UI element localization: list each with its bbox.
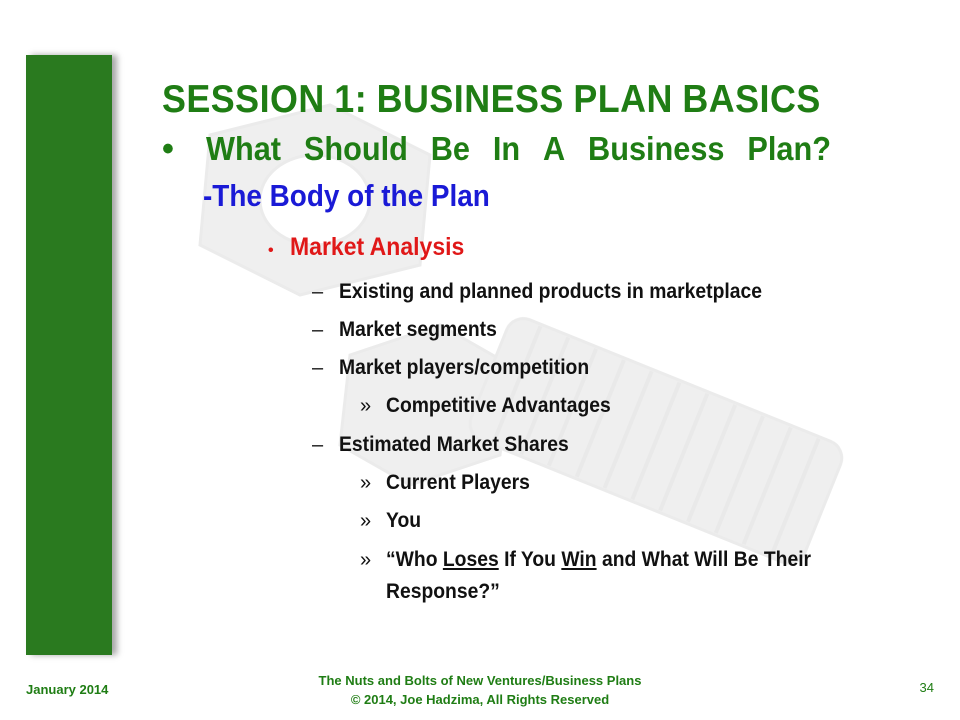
title-word: BASICS xyxy=(682,78,821,121)
list-item-text: Market players/competition xyxy=(339,356,590,379)
title-word: 1: xyxy=(334,78,368,121)
footer-line-1: The Nuts and Bolts of New Ventures/Busin… xyxy=(318,673,642,688)
bolt-and-nut-watermark-icon xyxy=(198,103,844,565)
list-item: » Current Players xyxy=(360,471,542,495)
subtitle-word: What xyxy=(206,130,282,167)
title-word: SESSION xyxy=(162,78,325,121)
list-item-market-analysis: • Market Analysis xyxy=(268,233,479,262)
list-item: – Estimated Market Shares xyxy=(312,433,589,457)
list-item-text: Existing and planned products in marketp… xyxy=(339,280,762,303)
underlined-loses: Loses xyxy=(442,548,499,571)
quote-rest-text: and What Will Be Their Response?” xyxy=(386,548,812,603)
title-word: PLAN xyxy=(573,78,673,121)
footer-credits: The Nuts and Bolts of New Ventures/Busin… xyxy=(250,671,710,709)
dash-icon: – xyxy=(312,434,324,456)
double-chevron-icon: » xyxy=(360,549,372,571)
list-item: » “Who Loses If You Win and What Will Be… xyxy=(360,544,926,608)
list-item-text: “Who Loses If You Win and What Will Be T… xyxy=(386,544,883,608)
subtitle: • What Should Be In A Business Plan? xyxy=(162,130,878,169)
list-item-text: Market Analysis xyxy=(290,233,465,261)
page-number: 34 xyxy=(919,680,934,695)
subtitle-word: A xyxy=(542,130,566,167)
list-item-text: Current Players xyxy=(386,471,530,494)
list-item: – Market segments xyxy=(312,318,511,342)
footer-line-2: © 2014, Joe Hadzima, All Rights Reserved xyxy=(350,692,610,707)
list-item: – Existing and planned products in marke… xyxy=(312,280,799,304)
double-chevron-icon: » xyxy=(360,510,372,532)
body-heading: -The Body of the Plan xyxy=(203,178,490,213)
subtitle-word: Business xyxy=(588,130,725,167)
underlined-win: Win xyxy=(561,548,597,571)
subtitle-word: Should xyxy=(303,130,408,167)
footer-date: January 2014 xyxy=(26,682,109,697)
subtitle-word: Plan? xyxy=(747,130,831,167)
list-item: » You xyxy=(360,509,424,533)
green-side-bar xyxy=(26,55,112,655)
slide-title: SESSION 1: BUSINESS PLAN BASICS xyxy=(162,78,821,122)
list-item-text: You xyxy=(386,509,422,532)
subtitle-word: In xyxy=(492,130,521,167)
list-item-text: Market segments xyxy=(339,318,497,341)
list-item: » Competitive Advantages xyxy=(360,394,630,418)
dash-icon: – xyxy=(312,281,324,303)
double-chevron-icon: » xyxy=(360,395,372,417)
quote-open-text: “Who xyxy=(386,548,443,571)
bullet-icon: • xyxy=(162,130,174,168)
list-item-text: Competitive Advantages xyxy=(386,394,611,417)
list-item-text: Estimated Market Shares xyxy=(339,433,569,456)
subtitle-word: Be xyxy=(430,130,470,167)
dash-icon: – xyxy=(312,319,324,341)
title-word: BUSINESS xyxy=(376,78,564,121)
double-chevron-icon: » xyxy=(360,472,372,494)
quote-mid-text: If You xyxy=(498,548,562,571)
dash-icon: – xyxy=(312,357,324,379)
bullet-icon: • xyxy=(268,242,274,259)
list-item: – Market players/competition xyxy=(312,356,611,380)
